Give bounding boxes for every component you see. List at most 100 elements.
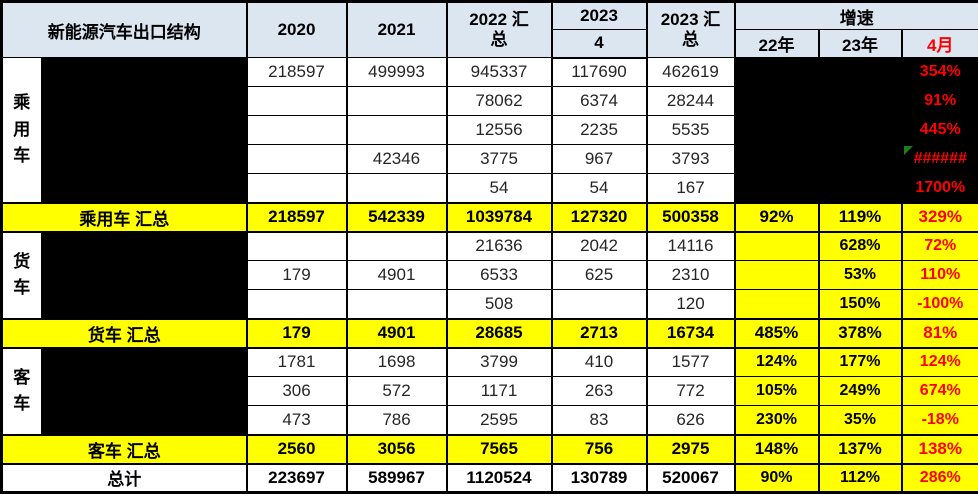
value-cell[interactable]: 1577 — [647, 348, 735, 377]
growth-cell[interactable]: 249% — [819, 377, 902, 406]
growth-cell[interactable] — [735, 145, 819, 174]
value-cell[interactable]: 772 — [647, 377, 735, 406]
summary-value-cell[interactable]: 2560 — [247, 435, 347, 464]
summary-growth-cell[interactable]: 138% — [902, 435, 978, 464]
value-cell[interactable]: 3775 — [447, 145, 552, 174]
category-cell-redacted[interactable] — [42, 290, 247, 319]
summary-growth-cell[interactable]: 329% — [902, 203, 978, 232]
total-value-cell[interactable]: 1120524 — [447, 464, 552, 493]
summary-label[interactable]: 客车 汇总 — [2, 435, 247, 464]
category-cell-redacted[interactable] — [42, 377, 247, 406]
value-cell[interactable]: 626 — [647, 406, 735, 435]
value-cell[interactable] — [247, 232, 347, 261]
growth-cell[interactable]: 354% — [902, 58, 978, 87]
value-cell[interactable]: 499993 — [347, 58, 447, 87]
growth-cell[interactable] — [735, 87, 819, 116]
value-cell[interactable]: 54 — [552, 174, 647, 203]
value-cell[interactable]: 508 — [447, 290, 552, 319]
growth-cell[interactable] — [735, 290, 819, 319]
growth-cell[interactable]: 53% — [819, 261, 902, 290]
total-growth-cell[interactable]: 286% — [902, 464, 978, 493]
value-cell[interactable]: 306 — [247, 377, 347, 406]
value-cell[interactable] — [347, 87, 447, 116]
col-header-growth-23[interactable]: 23年 — [819, 30, 902, 58]
value-cell[interactable] — [347, 232, 447, 261]
growth-cell[interactable]: 110% — [902, 261, 978, 290]
growth-cell[interactable]: 150% — [819, 290, 902, 319]
total-value-cell[interactable]: 520067 — [647, 464, 735, 493]
value-cell[interactable]: 218597 — [247, 58, 347, 87]
total-value-cell[interactable]: 223697 — [247, 464, 347, 493]
growth-cell[interactable]: 628% — [819, 232, 902, 261]
value-cell[interactable]: 945337 — [447, 58, 552, 87]
growth-cell[interactable] — [735, 58, 819, 87]
value-cell[interactable]: 3793 — [647, 145, 735, 174]
total-value-cell[interactable]: 130789 — [552, 464, 647, 493]
value-cell[interactable]: 4901 — [347, 261, 447, 290]
category-cell-redacted[interactable] — [42, 58, 247, 87]
value-cell[interactable]: 2310 — [647, 261, 735, 290]
growth-cell[interactable] — [819, 58, 902, 87]
value-cell[interactable]: 2235 — [552, 116, 647, 145]
value-cell[interactable]: 967 — [552, 145, 647, 174]
col-header-2023-april[interactable]: 4 — [552, 30, 647, 58]
total-growth-cell[interactable]: 112% — [819, 464, 902, 493]
growth-cell[interactable]: 674% — [902, 377, 978, 406]
value-cell[interactable]: 1781 — [247, 348, 347, 377]
growth-cell[interactable]: 35% — [819, 406, 902, 435]
col-header-2023-total[interactable]: 2023 汇总 — [647, 2, 735, 58]
summary-value-cell[interactable]: 2713 — [552, 319, 647, 348]
group-label-0[interactable]: 乘用车 — [2, 58, 42, 203]
col-header-2022-total[interactable]: 2022 汇总 — [447, 2, 552, 58]
value-cell[interactable]: 1171 — [447, 377, 552, 406]
summary-label[interactable]: 货车 汇总 — [2, 319, 247, 348]
value-cell[interactable]: 1698 — [347, 348, 447, 377]
summary-value-cell[interactable]: 218597 — [247, 203, 347, 232]
col-header-growth-22[interactable]: 22年 — [735, 30, 819, 58]
category-cell-redacted[interactable] — [42, 348, 247, 377]
growth-cell[interactable] — [735, 116, 819, 145]
value-cell[interactable] — [247, 116, 347, 145]
value-cell[interactable]: 42346 — [347, 145, 447, 174]
value-cell[interactable] — [347, 174, 447, 203]
growth-cell[interactable] — [735, 174, 819, 203]
category-cell-redacted[interactable] — [42, 232, 247, 261]
summary-growth-cell[interactable]: 378% — [819, 319, 902, 348]
summary-value-cell[interactable]: 1039784 — [447, 203, 552, 232]
growth-cell[interactable]: -18% — [902, 406, 978, 435]
growth-cell[interactable] — [819, 145, 902, 174]
category-cell-redacted[interactable] — [42, 174, 247, 203]
summary-value-cell[interactable]: 3056 — [347, 435, 447, 464]
summary-value-cell[interactable]: 2975 — [647, 435, 735, 464]
summary-value-cell[interactable]: 542339 — [347, 203, 447, 232]
value-cell[interactable]: 5535 — [647, 116, 735, 145]
summary-value-cell[interactable]: 4901 — [347, 319, 447, 348]
summary-growth-cell[interactable]: 485% — [735, 319, 819, 348]
summary-growth-cell[interactable]: 137% — [819, 435, 902, 464]
summary-value-cell[interactable]: 756 — [552, 435, 647, 464]
value-cell[interactable]: 120 — [647, 290, 735, 319]
total-label[interactable]: 总计 — [2, 464, 247, 493]
summary-value-cell[interactable]: 500358 — [647, 203, 735, 232]
growth-cell[interactable]: 91% — [902, 87, 978, 116]
category-cell-redacted[interactable] — [42, 406, 247, 435]
growth-cell[interactable]: 124% — [902, 348, 978, 377]
growth-cell[interactable]: 124% — [735, 348, 819, 377]
value-cell[interactable] — [552, 290, 647, 319]
col-header-growth[interactable]: 增速 — [735, 2, 978, 30]
group-label-2[interactable]: 客车 — [2, 348, 42, 435]
value-cell[interactable]: 83 — [552, 406, 647, 435]
growth-cell[interactable] — [819, 87, 902, 116]
value-cell[interactable]: 21636 — [447, 232, 552, 261]
value-cell[interactable]: 2595 — [447, 406, 552, 435]
growth-cell[interactable]: 177% — [819, 348, 902, 377]
total-value-cell[interactable]: 589967 — [347, 464, 447, 493]
col-header-2021[interactable]: 2021 — [347, 2, 447, 58]
value-cell[interactable]: 14116 — [647, 232, 735, 261]
summary-growth-cell[interactable]: 81% — [902, 319, 978, 348]
category-cell-redacted[interactable] — [42, 87, 247, 116]
growth-cell[interactable]: 105% — [735, 377, 819, 406]
growth-cell[interactable] — [819, 116, 902, 145]
value-cell[interactable]: 12556 — [447, 116, 552, 145]
value-cell[interactable]: 2042 — [552, 232, 647, 261]
